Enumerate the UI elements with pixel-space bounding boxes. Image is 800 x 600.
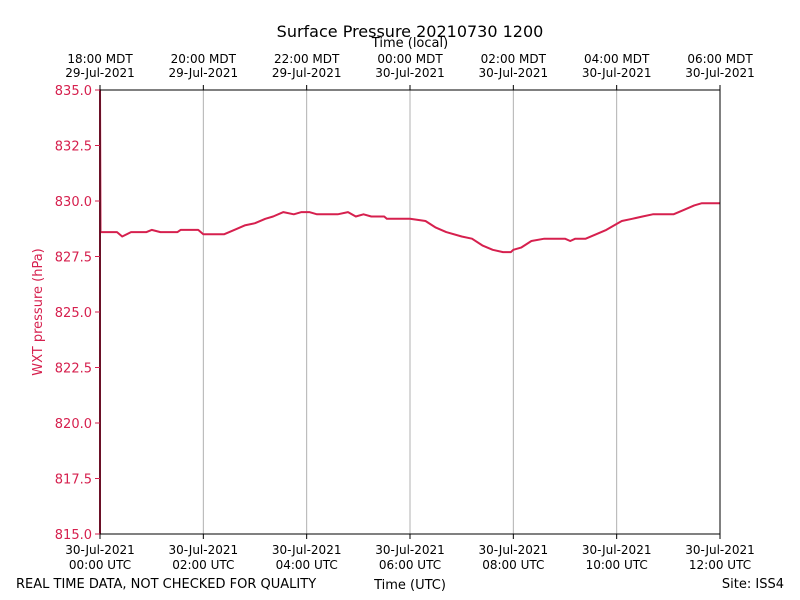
y-tick-label: 825.0	[55, 306, 92, 321]
x-top-tick-label: 02:00 MDT	[481, 52, 547, 66]
site-label: Site: ISS4	[722, 577, 784, 592]
y-tick-label: 820.0	[55, 417, 92, 432]
y-axis: 815.0 817.5 820.0 822.5 825.0 827.5 830.0 832.5…	[55, 84, 100, 543]
x-bottom-tick-label: 04:00 UTC	[276, 558, 338, 572]
y-tick-label: 835.0	[55, 84, 92, 99]
y-tick-label: 830.0	[55, 195, 92, 210]
x-bottom-tick-label: 30-Jul-2021	[685, 543, 755, 557]
y-tick-label: 815.0	[55, 528, 92, 543]
x-bottom-tick-label: 30-Jul-2021	[65, 543, 135, 557]
x-bottom-tick-label: 02:00 UTC	[172, 558, 234, 572]
x-top-tick-label: 29-Jul-2021	[169, 66, 239, 80]
x-bottom-tick-label: 00:00 UTC	[69, 558, 131, 572]
y-tick-label: 827.5	[55, 251, 92, 266]
pressure-series-line	[99, 89, 720, 534]
x-top-tick-label: 22:00 MDT	[274, 52, 340, 66]
series-layer	[99, 89, 720, 534]
x-top-tick-label: 30-Jul-2021	[685, 66, 755, 80]
x-bottom-tick-label: 10:00 UTC	[586, 558, 648, 572]
x-top-tick-label: 04:00 MDT	[584, 52, 650, 66]
x-axis-label: Time (UTC)	[373, 578, 446, 593]
x-top-tick-label: 29-Jul-2021	[65, 66, 135, 80]
chart-title: Surface Pressure 20210730 1200	[277, 22, 544, 41]
x-top-tick-label: 30-Jul-2021	[582, 66, 652, 80]
x-bottom-tick-label: 30-Jul-2021	[479, 543, 549, 557]
x-top-tick-label: 00:00 MDT	[377, 52, 443, 66]
x-bottom-tick-label: 06:00 UTC	[379, 558, 441, 572]
quality-note: REAL TIME DATA, NOT CHECKED FOR QUALITY	[16, 577, 316, 592]
x-bottom-tick-label: 12:00 UTC	[689, 558, 751, 572]
grid-lines	[202, 90, 618, 534]
x-top-tick-label: 30-Jul-2021	[375, 66, 445, 80]
x-bottom-tick-label: 30-Jul-2021	[375, 543, 445, 557]
x-top-tick-label: 06:00 MDT	[687, 52, 753, 66]
x-top-tick-label: 18:00 MDT	[67, 52, 133, 66]
x-bottom-tick-label: 30-Jul-2021	[272, 543, 342, 557]
x-top-tick-label: 20:00 MDT	[171, 52, 237, 66]
x-bottom-tick-label: 30-Jul-2021	[169, 543, 239, 557]
x-bottom-tick-label: 08:00 UTC	[482, 558, 544, 572]
y-tick-label: 817.5	[55, 473, 92, 488]
y-axis-label: WXT pressure (hPa)	[31, 248, 46, 376]
x-top-tick-label: 29-Jul-2021	[272, 66, 342, 80]
x-bottom-tick-label: 30-Jul-2021	[582, 543, 652, 557]
x-top-tick-label: 30-Jul-2021	[479, 66, 549, 80]
y-tick-label: 822.5	[55, 362, 92, 377]
y-tick-label: 832.5	[55, 140, 92, 155]
top-axis-label: Time (local)	[371, 36, 448, 51]
